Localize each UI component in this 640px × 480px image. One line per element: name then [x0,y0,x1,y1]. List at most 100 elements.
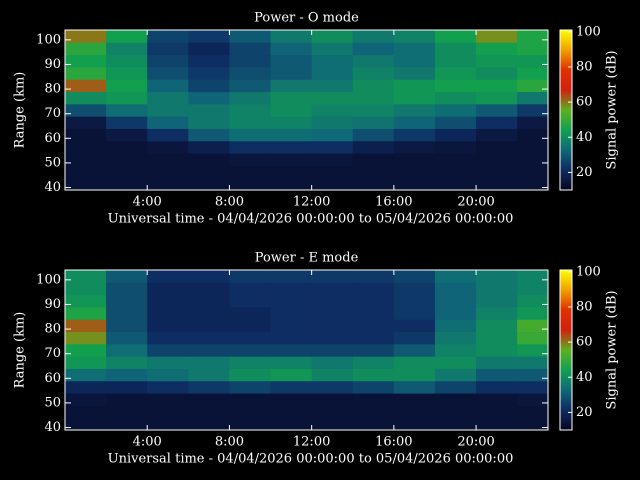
heatmap-cell [476,368,518,382]
heatmap-cell [476,54,518,68]
colorbar-tick-label: 80 [576,299,593,314]
heatmap-cell [270,368,313,382]
heatmap-cell [517,30,549,43]
heatmap-cell [393,66,436,80]
heatmap-cell [311,116,354,129]
heatmap-cell [517,417,549,431]
heatmap-cell [229,153,272,166]
heatmap-cell [311,393,354,406]
heatmap-cell [311,306,354,320]
heatmap-cell [434,306,477,320]
colorbar [559,269,573,431]
heatmap-cell [270,294,313,308]
y-tick-label: 80 [44,82,61,97]
heatmap-cell [106,319,148,333]
heatmap-cell [476,380,518,394]
heatmap-cell [229,165,272,179]
heatmap-cell [188,282,230,296]
heatmap-cell [476,405,518,419]
heatmap-cell [393,294,436,308]
heatmap-cell [311,79,354,93]
heatmap-cell [476,153,518,166]
heatmap-cell [311,54,354,68]
y-tick-label: 100 [36,272,61,287]
heatmap-cell [270,54,313,68]
heatmap-cell [434,343,477,357]
heatmap-cell [393,405,436,419]
heatmap-cell [352,306,395,320]
chart-title: Power - E mode [255,251,359,266]
heatmap-cell [188,153,230,166]
heatmap-cell [147,54,189,68]
heatmap-cell [517,91,549,105]
heatmap-cell [352,153,395,166]
x-tick-label: 16:00 [375,195,412,210]
heatmap-cell [106,91,148,105]
heatmap-cell [434,331,477,345]
heatmap-cell [147,380,189,394]
heatmap-cell [517,306,549,320]
heatmap-cell [393,356,436,369]
heatmap-cell [65,380,107,394]
heatmap-cell [311,153,354,166]
heatmap-cell [476,116,518,129]
heatmap-cell [65,66,107,80]
colorbar-tick-label: 60 [576,335,593,350]
heatmap-cell [106,270,148,283]
heatmap-cell [517,368,549,382]
heatmap-cell [147,368,189,382]
heatmap-cell [476,91,518,105]
heatmap-cell [434,393,477,406]
plot-frame [64,29,549,191]
heatmap-cell [352,91,395,105]
heatmap-cell [311,343,354,357]
heatmap-cell [517,165,549,179]
heatmap-cell [65,331,107,345]
heatmap-cell [147,393,189,406]
heatmap-cell [270,153,313,166]
heatmap-cell [270,177,313,191]
heatmap-cell [188,393,230,406]
heatmap-cell [352,128,395,142]
heatmap-cell [229,66,272,80]
heatmap-cell [65,417,107,431]
heatmap-cell [517,103,549,117]
y-tick-label: 40 [44,420,61,435]
colorbar-tick-label: 80 [576,59,593,74]
y-tick-label: 60 [44,371,61,386]
heatmap-cell [517,54,549,68]
heatmap-cell [188,165,230,179]
heatmap-cell [188,116,230,129]
heatmap-cell [476,177,518,191]
heatmap-cell [517,380,549,394]
heatmap-cell [147,30,189,43]
heatmap-cell [476,294,518,308]
heatmap-cell [434,30,477,43]
heatmap-cell [188,343,230,357]
heatmap-cell [434,140,477,154]
heatmap-cell [147,331,189,345]
heatmap-cell [106,393,148,406]
heatmap-cell [147,319,189,333]
heatmap-cell [434,319,477,333]
heatmap-cell [352,79,395,93]
heatmap-cell [188,356,230,369]
heatmap-cell [517,343,549,357]
heatmap-cell [434,54,477,68]
heatmap-cell [270,103,313,117]
heatmap-cell [106,417,148,431]
heatmap-cell [229,177,272,191]
heatmap-cell [393,54,436,68]
y-tick-label: 90 [44,297,61,312]
heatmap-cell [393,270,436,283]
heatmap-cell [188,405,230,419]
x-tick-label: 16:00 [375,435,412,450]
heatmap-cell [147,79,189,93]
heatmap-cell [311,42,354,56]
heatmap-cell [352,165,395,179]
heatmap-cell [147,282,189,296]
heatmap-cell [352,294,395,308]
heatmap-cell [188,270,230,283]
heatmap-cell [65,91,107,105]
heatmap-cell [147,165,189,179]
